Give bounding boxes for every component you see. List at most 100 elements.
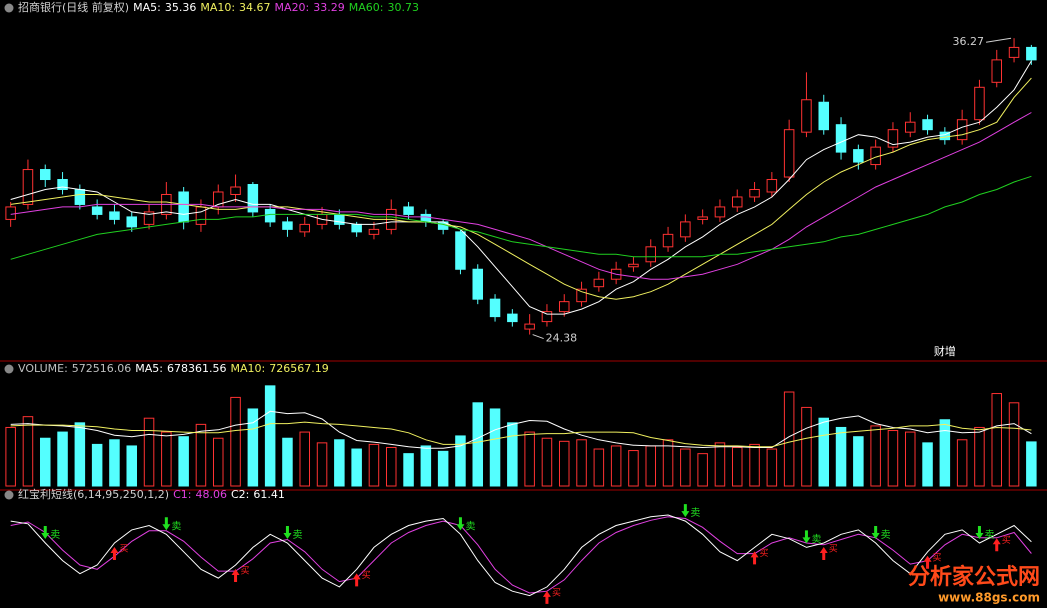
- candle-body: [195, 206, 207, 225]
- candle-body: [403, 206, 414, 215]
- volume-bar: [109, 439, 120, 487]
- header-text: MA5:: [135, 362, 163, 375]
- candle-body: [282, 221, 293, 230]
- volume-bar: [610, 445, 622, 487]
- volume-bar: [541, 437, 553, 487]
- volume-bar: [161, 431, 172, 487]
- header-text: 30.73: [387, 1, 419, 14]
- volume-bar: [904, 431, 916, 487]
- candle-body: [904, 121, 916, 133]
- volume-bar: [39, 437, 51, 487]
- candle-body: [939, 131, 951, 141]
- volume-bar: [22, 416, 34, 487]
- header-text: C1:: [173, 488, 191, 501]
- candle-body: [593, 278, 605, 288]
- sell-arrow: [456, 517, 465, 531]
- buy-arrow: [542, 590, 551, 604]
- volume-bar: [887, 430, 899, 487]
- volume-bar: [835, 426, 847, 487]
- candle-body: [524, 323, 535, 330]
- buy-arrow: [231, 568, 240, 582]
- volume-bar: [5, 426, 16, 487]
- candle-body: [974, 86, 985, 121]
- header-icon: [4, 364, 14, 374]
- series-line: [10, 410, 1032, 449]
- candle-body: [5, 206, 16, 220]
- volume-bar: [593, 448, 605, 487]
- candle-body: [1008, 46, 1020, 58]
- buy-label: 买: [241, 565, 250, 576]
- volume-bar: [783, 391, 795, 487]
- watermark-url: www.88gs.com: [938, 591, 1040, 605]
- volume-bar: [368, 443, 380, 487]
- candle-body: [922, 119, 933, 131]
- volume-bar: [403, 453, 414, 487]
- volume-bar: [818, 417, 830, 487]
- buy-label: 买: [933, 552, 942, 563]
- volume-bar: [455, 435, 466, 487]
- watermark-title: 分析家公式网: [908, 564, 1040, 590]
- volume-bar: [91, 443, 103, 487]
- candle-body: [680, 221, 691, 238]
- volume-bar: [749, 443, 760, 487]
- header-text: 726567.19: [269, 362, 329, 375]
- buy-label: 买: [760, 548, 769, 559]
- candle-body: [74, 188, 86, 205]
- header-text: MA10:: [231, 362, 266, 375]
- volume-bar: [1008, 402, 1020, 487]
- candle-body: [264, 208, 276, 223]
- volume-bar: [645, 445, 657, 487]
- volume-bar: [316, 442, 328, 487]
- series-line: [10, 77, 1032, 300]
- volume-bar: [247, 408, 259, 487]
- candle-body: [109, 211, 120, 220]
- buy-label: 买: [552, 587, 561, 598]
- candle-body: [558, 301, 570, 313]
- candle-body: [507, 313, 518, 323]
- buy-arrow: [819, 547, 828, 561]
- candle-body: [991, 59, 1003, 83]
- volume-bar: [351, 448, 362, 487]
- candle-body: [420, 213, 432, 223]
- candle-body: [368, 228, 380, 235]
- volume-bar: [230, 396, 241, 487]
- volume-bar: [334, 439, 345, 487]
- candle-body: [887, 129, 899, 148]
- candle-body: [22, 169, 34, 205]
- volume-bar: [853, 436, 864, 487]
- high-label: 36.27: [953, 35, 985, 48]
- volume-bar: [766, 448, 778, 487]
- sell-label: 卖: [50, 529, 60, 541]
- buy-arrow: [923, 555, 932, 569]
- low-label: 24.38: [546, 332, 578, 345]
- candle-body: [645, 246, 657, 263]
- candle-body: [57, 179, 68, 190]
- sell-arrow: [802, 530, 811, 544]
- volume-bar: [870, 425, 881, 487]
- volume-bar: [178, 436, 189, 487]
- candle-body: [541, 311, 553, 323]
- volume-bar: [662, 439, 674, 487]
- candle-body: [956, 119, 968, 141]
- series-line: [10, 60, 1032, 315]
- volume-bar: [974, 426, 985, 487]
- event-label: 财增: [934, 344, 956, 358]
- volume-bar: [939, 419, 951, 487]
- sell-label: 卖: [465, 520, 475, 532]
- volume-bar: [385, 446, 397, 487]
- sell-label: 卖: [881, 529, 891, 541]
- header-text: MA20:: [275, 1, 310, 14]
- header-text: 35.36: [165, 1, 197, 14]
- candle-body: [1026, 46, 1037, 61]
- candle-body: [351, 223, 362, 233]
- volume-bar: [576, 439, 587, 487]
- sell-arrow: [681, 504, 690, 518]
- candle-body: [489, 298, 501, 318]
- buy-label: 买: [1002, 535, 1011, 546]
- volume-bar: [1026, 441, 1037, 487]
- volume-bar: [991, 393, 1003, 487]
- volume-bar: [472, 402, 484, 487]
- candle-body: [576, 288, 587, 303]
- volume-bar: [558, 440, 570, 487]
- candle-body: [230, 186, 241, 195]
